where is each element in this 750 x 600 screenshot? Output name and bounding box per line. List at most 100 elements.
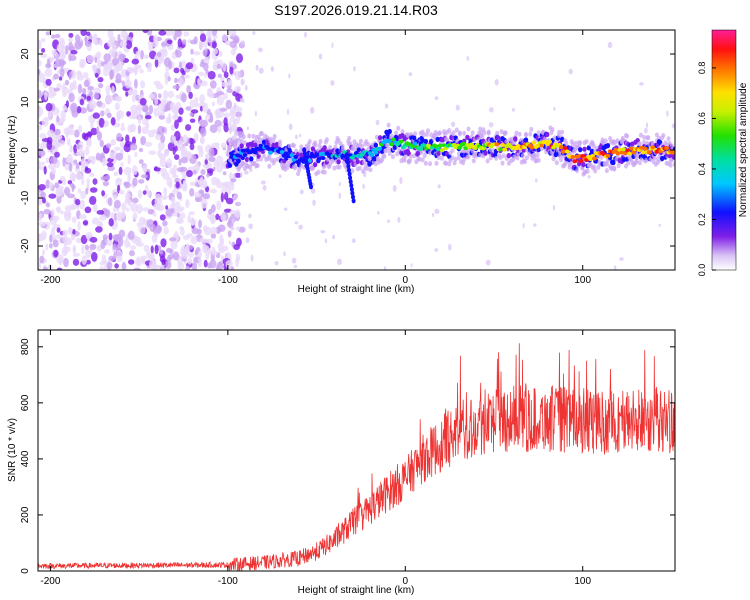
spectrogram-noise-cell (89, 195, 97, 205)
spectrogram-noise-cell (376, 211, 380, 215)
spectrogram-noise-cell (216, 63, 222, 69)
spectrogram-noise-cell (80, 30, 87, 37)
spectrogram-noise-cell (209, 259, 217, 269)
spectrogram-signal-halo (574, 140, 578, 146)
snr-y-tick-label: 200 (20, 506, 31, 523)
spectrogram-signal-cell (239, 143, 244, 149)
spectrogram-noise-cell (310, 106, 315, 114)
spectrogram-noise-cell (223, 191, 229, 201)
spectrogram-noise-cell (179, 61, 182, 69)
spectrogram-noise-cell (210, 226, 217, 235)
spectrogram-noise-cell (205, 186, 210, 193)
spectrogram-noise-cell (41, 230, 47, 241)
spectrogram-noise-cell (137, 189, 143, 199)
spectrogram-noise-cell (96, 244, 103, 252)
spectrogram-y-tick-label: 0 (20, 147, 31, 153)
spectrogram-noise-cell (153, 34, 158, 44)
spectrogram-noise-cell (163, 187, 168, 196)
spectrogram-signal-core (613, 147, 619, 152)
spectrogram-signal-halo (373, 161, 378, 167)
spectrogram-signal-halo (656, 159, 660, 165)
spectrogram-noise-cell (89, 236, 98, 243)
spectrogram-noise-cell (211, 41, 217, 49)
spectrogram-noise-cell (75, 198, 81, 206)
spectrogram-noise-cell (522, 222, 525, 229)
spectrogram-noise-cell (161, 171, 165, 177)
spectrogram-noise-cell (216, 261, 224, 270)
spectrogram-signal-halo (584, 139, 589, 144)
spectrogram-noise-cell (234, 130, 239, 137)
spectrogram-signal-halo (536, 130, 541, 136)
spectrogram-noise-cell (96, 100, 103, 107)
spectrogram-noise-cell (45, 31, 51, 36)
spectrogram-signal-halo (454, 127, 459, 133)
spectrogram-noise-cell (119, 189, 125, 195)
spectrogram-noise-cell (229, 40, 237, 49)
spectrogram-noise-cell (220, 142, 227, 149)
spectrogram-noise-cell (175, 49, 182, 58)
spectrogram-noise-cell (91, 155, 96, 165)
spectrogram-signal-halo (262, 153, 267, 159)
spectrogram-noise-cell (97, 77, 104, 83)
spectrogram-signal-halo (570, 141, 575, 147)
spectrogram-noise-cell (94, 57, 98, 63)
spectrogram-noise-cell (185, 243, 190, 251)
spectrogram-noise-cell (149, 264, 158, 270)
spectrogram-noise-cell (208, 147, 215, 158)
spectrogram-noise-cell (153, 167, 162, 172)
spectrogram-noise-cell (70, 69, 77, 80)
spectrogram-signal-halo (259, 131, 264, 136)
spectrogram-noise-cell (73, 159, 78, 164)
spectrogram-noise-cell (169, 237, 177, 242)
spectrogram-noise-cell (178, 77, 184, 87)
spectrogram-noise-cell (187, 258, 193, 265)
spectrogram-y-tick-label: 20 (20, 48, 31, 60)
spectrogram-signal-halo (267, 163, 272, 169)
spectrogram-noise-cell (165, 205, 169, 210)
spectrogram-signal-halo (351, 143, 356, 149)
spectrogram-signal-halo (285, 164, 290, 170)
spectrogram-noise-cell (216, 91, 225, 96)
spectrogram-y-label: Frequency (Hz) (7, 116, 18, 185)
spectrogram-signal-halo (604, 168, 609, 174)
spectrogram-noise-cell (392, 184, 397, 192)
spectrogram-noise-cell (200, 198, 208, 209)
colorbar-tick-label: 0.0 (697, 264, 707, 277)
spectrogram-noise-cell (140, 80, 146, 89)
spectrogram-noise-cell (607, 41, 613, 49)
spectrogram-signal-halo (306, 145, 311, 151)
spectrogram-noise-cell (140, 227, 146, 234)
spectrogram-noise-cell (197, 257, 202, 268)
snr-y-tick-label: 400 (20, 450, 31, 467)
spectrogram-signal-halo (278, 142, 282, 148)
spectrogram-noise-cell (215, 213, 220, 220)
spectrogram-noise-cell (92, 178, 98, 185)
spectrogram-noise-cell (48, 181, 54, 190)
spectrogram-noise-cell (86, 54, 94, 64)
spectrogram-noise-cell (111, 85, 115, 94)
spectrogram-signal-core (435, 147, 441, 152)
spectrogram-noise-cell (338, 181, 341, 187)
spectrogram-noise-cell (181, 70, 186, 76)
spectrogram-noise-cell (108, 232, 113, 241)
spectrogram-noise-cell (216, 164, 224, 173)
spectrogram-noise-cell (244, 84, 248, 91)
spectrogram-signal-halo (405, 132, 410, 138)
spectrogram-noise-cell (181, 92, 187, 103)
spectrogram-noise-cell (95, 226, 103, 233)
spectrogram-noise-cell (186, 85, 191, 94)
spectrogram-signal-core (316, 156, 322, 161)
spectrogram-noise-cell (161, 195, 168, 200)
spectrogram-noise-cell (219, 107, 228, 112)
spectrogram-noise-cell (127, 199, 132, 207)
spectrogram-noise-cell (252, 31, 256, 35)
spectrogram-signal-halo (439, 155, 444, 161)
spectrogram-noise-cell (410, 263, 413, 268)
spectrogram-signal-halo (299, 163, 304, 169)
spectrogram-signal-cell (313, 161, 318, 168)
spectrogram-noise-cell (115, 73, 122, 83)
spectrogram-noise-cell (200, 169, 206, 175)
spectrogram-noise-cell (174, 145, 178, 152)
spectrogram-signal-core (373, 150, 379, 155)
spectrogram-noise-cell (250, 254, 254, 262)
